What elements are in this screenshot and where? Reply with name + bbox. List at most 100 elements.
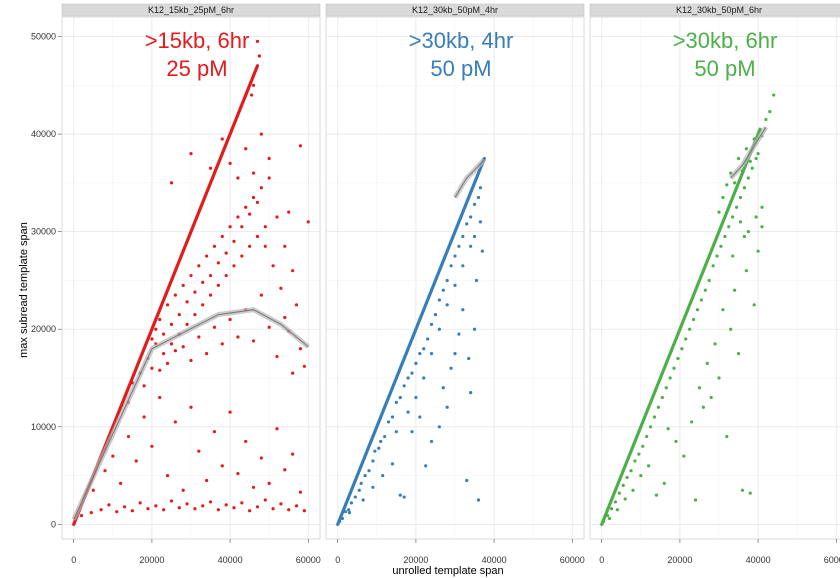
data-point bbox=[429, 352, 434, 356]
diagonal-point-band bbox=[600, 127, 762, 526]
data-point bbox=[764, 117, 768, 122]
data-point bbox=[134, 459, 138, 463]
data-point bbox=[641, 444, 645, 448]
data-point bbox=[271, 264, 275, 268]
data-point bbox=[224, 503, 228, 507]
data-point bbox=[228, 410, 232, 414]
data-point bbox=[340, 516, 345, 521]
data-point bbox=[357, 488, 361, 492]
data-point bbox=[185, 502, 189, 506]
x-tick-label: 20000 bbox=[403, 555, 428, 565]
data-point bbox=[756, 249, 760, 253]
data-point bbox=[302, 509, 306, 513]
data-point bbox=[602, 519, 606, 524]
data-point bbox=[119, 481, 123, 485]
data-point bbox=[228, 161, 232, 165]
panel-annotation: >30kb, 4hr bbox=[409, 28, 514, 53]
data-point bbox=[381, 473, 385, 478]
data-point bbox=[107, 503, 111, 507]
data-point bbox=[232, 239, 236, 244]
data-point bbox=[236, 215, 240, 219]
data-point bbox=[424, 464, 428, 468]
data-point bbox=[224, 273, 228, 278]
data-point bbox=[126, 434, 131, 439]
data-point bbox=[205, 254, 209, 258]
data-point bbox=[165, 473, 170, 478]
data-point bbox=[457, 332, 461, 336]
data-point bbox=[398, 493, 402, 497]
data-point bbox=[236, 335, 240, 339]
data-point bbox=[259, 456, 263, 460]
data-point bbox=[201, 280, 205, 284]
data-point bbox=[754, 215, 758, 219]
panel-annotation: >30kb, 6hr bbox=[673, 28, 778, 53]
data-point bbox=[615, 508, 619, 512]
x-tick-label: 20000 bbox=[139, 555, 164, 565]
data-point bbox=[688, 327, 692, 331]
data-point bbox=[656, 405, 661, 409]
data-point bbox=[165, 303, 170, 307]
data-point bbox=[478, 220, 483, 224]
data-point bbox=[349, 501, 354, 505]
data-point bbox=[705, 361, 709, 365]
data-point bbox=[103, 469, 107, 473]
data-point bbox=[746, 176, 750, 180]
data-point bbox=[386, 420, 391, 424]
data-point bbox=[715, 254, 719, 258]
data-point bbox=[197, 449, 201, 453]
data-point bbox=[768, 110, 772, 114]
data-point bbox=[244, 205, 248, 209]
data-point bbox=[731, 215, 735, 219]
data-point bbox=[742, 186, 747, 190]
y-tick-label: 20000 bbox=[31, 324, 56, 334]
data-point bbox=[748, 491, 752, 495]
data-point bbox=[216, 508, 220, 512]
data-point bbox=[236, 176, 240, 180]
data-point bbox=[744, 269, 748, 273]
data-point bbox=[251, 83, 256, 87]
data-point bbox=[756, 151, 760, 156]
data-point bbox=[208, 500, 213, 504]
data-point bbox=[647, 464, 651, 468]
data-point bbox=[158, 395, 162, 400]
panel-strip-label: K12_30kb_50pM_6hr bbox=[676, 5, 762, 15]
data-point bbox=[263, 498, 267, 502]
data-point bbox=[697, 386, 702, 390]
data-point bbox=[422, 347, 426, 351]
data-point bbox=[154, 327, 158, 331]
data-point bbox=[461, 264, 465, 268]
data-point bbox=[472, 202, 477, 206]
data-point bbox=[298, 144, 303, 148]
y-tick-label: 40000 bbox=[31, 129, 56, 139]
data-point bbox=[142, 384, 146, 388]
data-point bbox=[461, 308, 465, 312]
data-point bbox=[205, 352, 209, 356]
data-point bbox=[699, 298, 704, 302]
data-point bbox=[169, 322, 174, 326]
x-tick-label: 40000 bbox=[218, 555, 243, 565]
data-point bbox=[631, 488, 635, 492]
y-tick-label: 30000 bbox=[31, 227, 56, 237]
data-point bbox=[189, 358, 193, 363]
data-point bbox=[189, 151, 193, 156]
data-point bbox=[232, 506, 236, 510]
data-point bbox=[453, 283, 457, 287]
data-point bbox=[224, 251, 228, 255]
data-point bbox=[240, 254, 244, 258]
data-point bbox=[343, 510, 348, 514]
x-tick-label: 40000 bbox=[746, 555, 771, 565]
panel-annotation: >15kb, 6hr bbox=[145, 28, 250, 53]
data-point bbox=[255, 505, 260, 509]
data-point bbox=[212, 430, 217, 434]
data-point bbox=[733, 288, 737, 292]
data-point bbox=[433, 312, 438, 317]
data-point bbox=[363, 473, 367, 478]
data-point bbox=[181, 283, 185, 287]
data-point bbox=[402, 495, 406, 499]
data-point bbox=[181, 488, 185, 492]
data-point bbox=[361, 498, 365, 502]
data-point bbox=[279, 286, 283, 290]
y-tick-label: 10000 bbox=[31, 422, 56, 432]
data-point bbox=[169, 499, 174, 503]
